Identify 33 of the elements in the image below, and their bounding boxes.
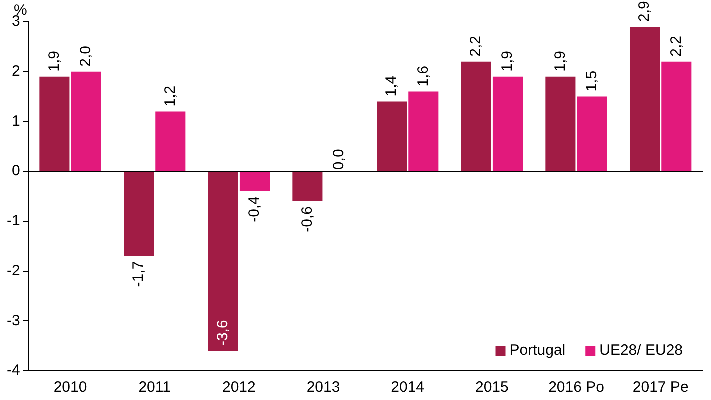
y-tick-label: 0 — [12, 162, 20, 180]
y-tick-label: 2 — [12, 63, 20, 80]
data-label: 1,5 — [583, 70, 600, 92]
data-label: 1,9 — [552, 50, 569, 72]
x-tick-label: 2012 — [222, 379, 256, 396]
x-tick-label: 2013 — [306, 379, 340, 396]
y-tick-label: -3 — [6, 312, 20, 330]
data-label: 1,2 — [162, 86, 179, 107]
data-label: -0,6 — [298, 206, 316, 232]
y-tick-label: -2 — [6, 262, 20, 280]
x-tick-label: 2016 Po — [548, 379, 604, 396]
data-label: 2,2 — [467, 36, 484, 57]
data-label: -3,6 — [214, 320, 232, 346]
y-tick-label: -1 — [6, 212, 20, 230]
data-label: -0,4 — [246, 196, 264, 222]
data-label: 1,6 — [414, 66, 432, 87]
x-tick-label: 2014 — [391, 379, 425, 396]
x-tick-label: 2017 Pe — [632, 379, 689, 396]
data-label: 1,9 — [499, 50, 516, 72]
data-label: -1,7 — [130, 261, 148, 288]
data-label: 1,4 — [383, 76, 400, 97]
data-label: 1,9 — [46, 50, 63, 72]
x-tick-label: 2011 — [138, 379, 171, 396]
y-tick-label: 1 — [12, 112, 20, 130]
x-tick-label: 2010 — [54, 379, 88, 396]
data-label: 0,0 — [330, 149, 348, 170]
x-tick-label: 2015 — [475, 379, 509, 396]
data-label: 2,0 — [77, 46, 94, 67]
y-tick-label: -4 — [6, 362, 20, 380]
data-label: 2,2 — [668, 36, 685, 57]
data-label: 2,9 — [636, 1, 654, 22]
legend-label: UE28/ EU28 — [600, 342, 684, 360]
legend-label: Portugal — [510, 342, 566, 360]
